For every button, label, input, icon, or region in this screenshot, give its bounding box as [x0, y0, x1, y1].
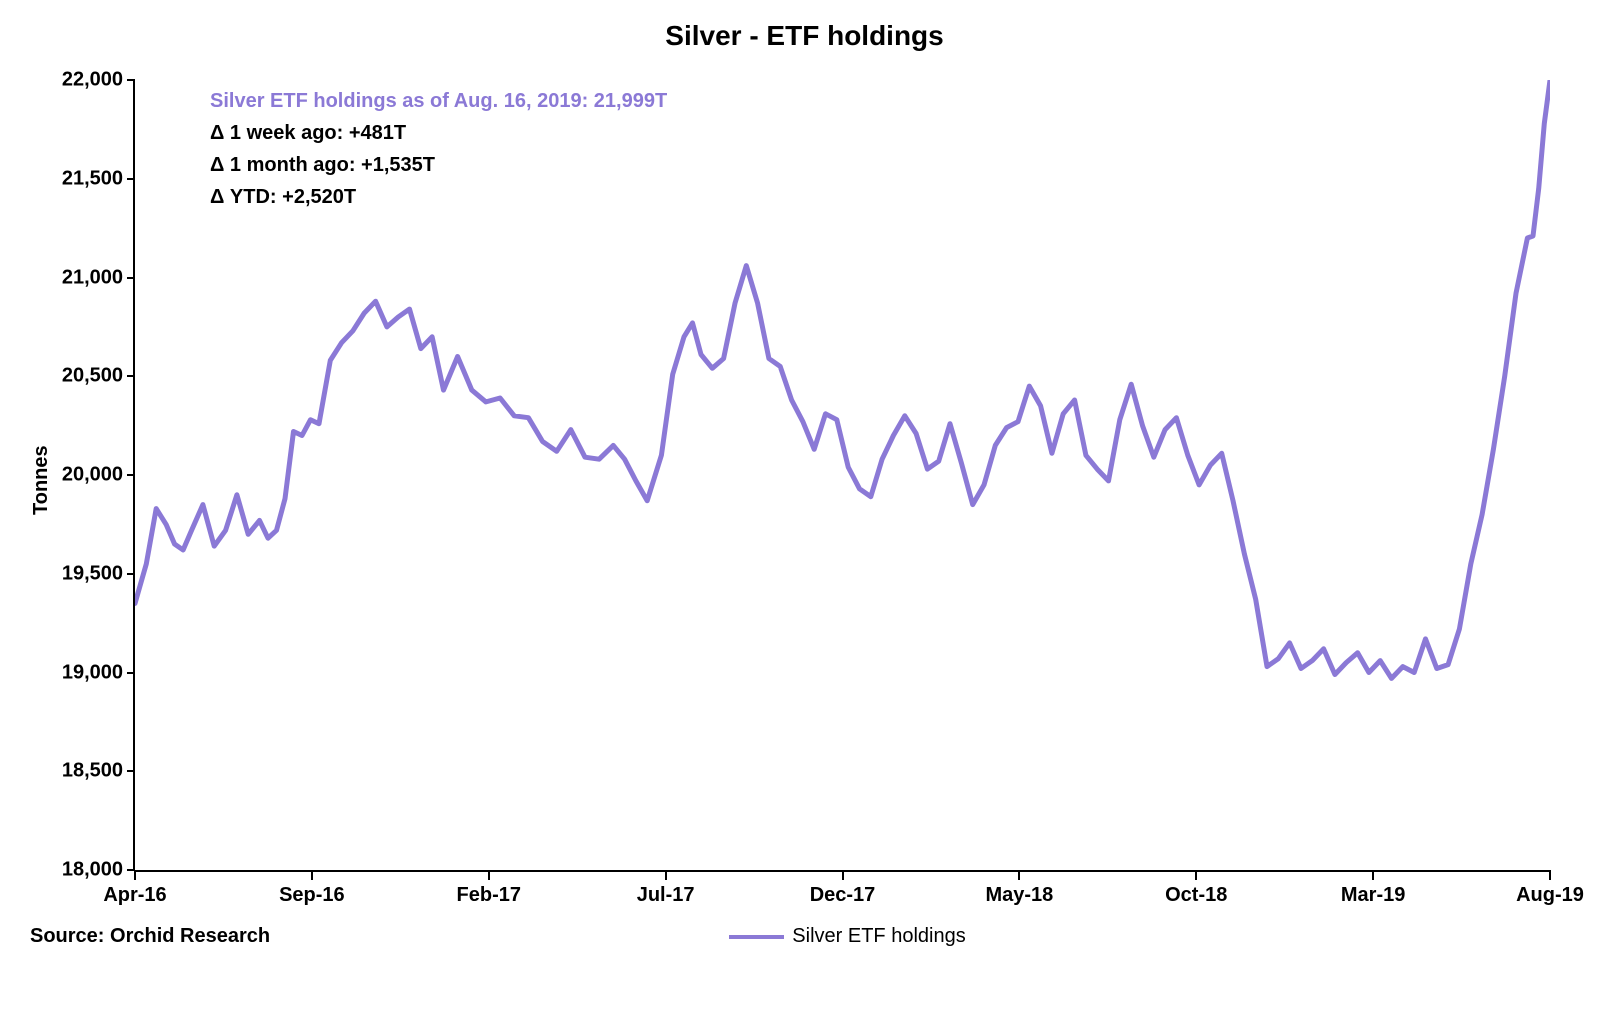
y-tick-label: 21,000 [62, 266, 123, 289]
legend-label: Silver ETF holdings [792, 925, 965, 948]
legend: Silver ETF holdings [729, 925, 965, 948]
legend-swatch [729, 935, 784, 939]
series-line [135, 80, 1550, 678]
y-tick-label: 19,500 [62, 562, 123, 585]
x-tick-label: Mar-19 [1341, 884, 1405, 907]
x-tick-label: May-18 [985, 884, 1053, 907]
x-axis-line [135, 870, 1550, 872]
y-tick-label: 19,000 [62, 661, 123, 684]
y-tick-label: 18,000 [62, 859, 123, 882]
x-tick-label: Aug-19 [1516, 884, 1584, 907]
x-tick-label: Apr-16 [103, 884, 166, 907]
y-tick-label: 22,000 [62, 69, 123, 92]
source-label: Source: Orchid Research [30, 925, 270, 948]
plot-area [135, 80, 1550, 870]
y-axis-label: Tonnes [30, 445, 53, 515]
chart-container: Silver - ETF holdings Silver ETF holding… [0, 0, 1609, 1013]
x-tick-label: Feb-17 [457, 884, 521, 907]
y-tick-label: 21,500 [62, 167, 123, 190]
y-tick-label: 20,500 [62, 365, 123, 388]
chart-title: Silver - ETF holdings [0, 20, 1609, 52]
x-tick-label: Sep-16 [279, 884, 345, 907]
x-tick-label: Dec-17 [810, 884, 876, 907]
y-tick-label: 18,500 [62, 760, 123, 783]
x-tick-label: Jul-17 [637, 884, 695, 907]
x-tick-label: Oct-18 [1165, 884, 1227, 907]
y-tick-label: 20,000 [62, 464, 123, 487]
